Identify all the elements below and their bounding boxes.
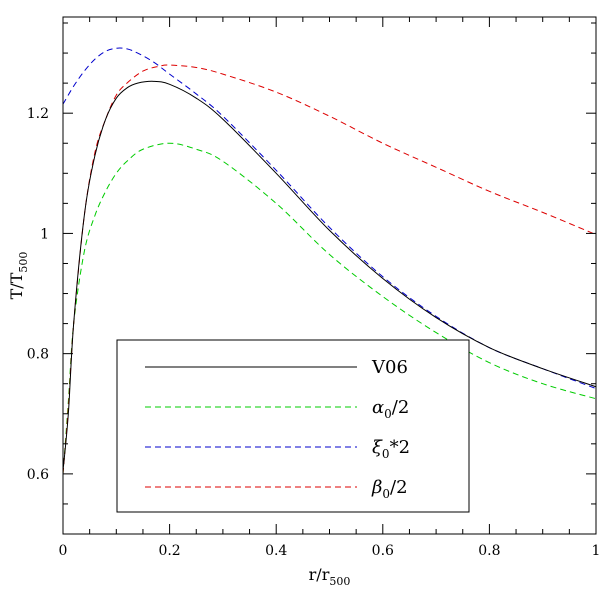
y-tick-label: 1.2 <box>27 106 49 122</box>
series-line-1 <box>62 142 597 474</box>
legend-box <box>116 339 470 513</box>
x-tick-label: 0.2 <box>158 543 180 559</box>
y-tick-label: 0.6 <box>27 467 49 483</box>
legend-label-2: ξ0*2 <box>372 437 410 461</box>
x-axis-label: r/r500 <box>309 565 351 588</box>
y-tick-label: 1 <box>40 226 49 242</box>
legend-label-0: V06 <box>371 357 408 378</box>
x-tick-label: 0.8 <box>478 543 500 559</box>
y-axis-label: T/T500 <box>7 252 30 300</box>
series-line-2 <box>62 47 597 389</box>
x-tick-label: 0.4 <box>265 543 287 559</box>
legend-label-3: β0/2 <box>371 477 408 501</box>
x-tick-label: 0.6 <box>372 543 394 559</box>
x-tick-label: 1 <box>592 543 600 559</box>
series-line-0 <box>62 80 597 471</box>
x-tick-label: 0 <box>59 543 68 559</box>
legend-label-1: α0/2 <box>372 397 409 421</box>
y-tick-label: 0.8 <box>27 347 49 363</box>
